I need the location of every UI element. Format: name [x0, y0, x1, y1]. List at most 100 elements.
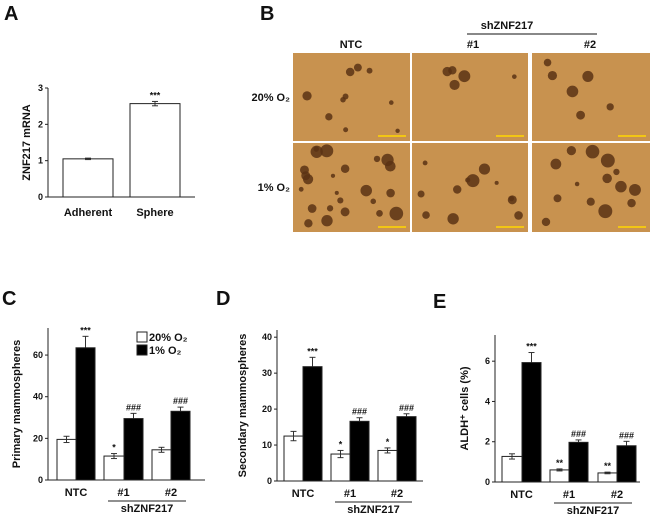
mammosphere: [330, 173, 336, 178]
y-tick-label: 3: [38, 83, 43, 93]
bar: [151, 449, 172, 481]
category-label: #2: [165, 487, 177, 499]
significance-marker: *: [339, 439, 343, 449]
mammosphere: [602, 173, 612, 184]
mammosphere: [388, 100, 394, 105]
mammosphere: [340, 96, 346, 103]
mammosphere: [417, 190, 425, 198]
chart-d: 0 10 20 30 40 Secondary mammospheres NTC *** #1 *…: [237, 330, 423, 516]
column-label-ntc: NTC: [340, 39, 363, 51]
mammosphere: [494, 180, 499, 185]
mammosphere: [600, 153, 615, 168]
micrograph-0-2: [532, 53, 650, 141]
mammosphere: [615, 180, 627, 193]
mammosphere: [458, 70, 471, 83]
y-tick-label: 2: [485, 437, 490, 447]
category-label: #2: [611, 489, 623, 501]
mammosphere: [389, 206, 404, 221]
significance-marker: *: [386, 437, 390, 447]
significance-marker: ***: [526, 342, 537, 352]
group-label: shZNF217: [347, 504, 400, 516]
panel-label-c: C: [2, 288, 16, 310]
y-tick-label: 2: [38, 119, 43, 129]
mammosphere: [585, 144, 600, 159]
mammosphere: [422, 211, 430, 219]
mammosphere: [381, 153, 394, 167]
mammosphere: [376, 210, 383, 217]
bar: [170, 410, 191, 481]
significance-marker: ###: [571, 429, 586, 439]
y-tick-label: 20: [262, 404, 272, 414]
mammosphere: [512, 74, 517, 79]
micrograph-background: [293, 53, 410, 141]
mammosphere: [576, 110, 585, 120]
bar: [302, 366, 323, 482]
mammosphere: [553, 194, 562, 203]
mammosphere: [353, 63, 362, 72]
mammosphere: [298, 186, 304, 192]
bar: [396, 416, 417, 482]
panel-label-b: B: [260, 3, 274, 25]
significance-marker: ***: [80, 325, 91, 335]
mammosphere: [345, 67, 355, 77]
category-label: Adherent: [64, 207, 113, 219]
y-tick-label: 1: [38, 156, 43, 166]
category-label: NTC: [510, 489, 533, 501]
mammosphere: [550, 158, 562, 170]
y-axis-label: ALDH⁺ cells (%): [459, 366, 471, 450]
mammosphere: [334, 190, 339, 195]
bar: [549, 469, 570, 483]
significance-marker: ***: [307, 346, 318, 356]
y-tick-label: 40: [262, 332, 272, 342]
category-label: #1: [563, 489, 575, 501]
mammosphere: [586, 197, 595, 206]
mammosphere: [307, 204, 317, 213]
micrograph-0-0: [293, 53, 410, 141]
panel-label-a: A: [4, 3, 18, 25]
bar: [62, 158, 114, 198]
micrograph-background: [412, 53, 528, 141]
bar: [377, 449, 398, 482]
mammosphere: [321, 215, 333, 227]
mammosphere: [613, 168, 620, 176]
y-axis-label: ZNF217 mRNA: [21, 104, 33, 180]
significance-marker: ###: [173, 396, 188, 406]
bar: [521, 362, 542, 483]
mammosphere: [448, 66, 457, 75]
panel-label-d: D: [216, 288, 230, 310]
category-label: NTC: [65, 487, 88, 499]
legend-entry: 1% O₂: [149, 345, 182, 357]
mammosphere: [370, 198, 377, 205]
mammosphere: [627, 198, 636, 208]
bar: [616, 445, 637, 483]
mammosphere: [326, 205, 334, 212]
bar: [103, 455, 125, 481]
category-label: #2: [391, 488, 403, 500]
mammosphere: [386, 188, 395, 198]
chart-c: 0 20 40 60 Primary mammospheres NTC *** #1 * ### #…: [11, 325, 205, 515]
mammosphere: [373, 155, 381, 163]
micrograph-background: [532, 53, 650, 141]
significance-marker: ###: [399, 403, 414, 413]
mammosphere: [541, 217, 551, 227]
column-label-2: #2: [584, 39, 596, 51]
category-label: #1: [117, 487, 129, 499]
mammosphere: [343, 127, 349, 133]
significance-marker: *: [112, 443, 116, 453]
micrograph-0-1: [412, 53, 528, 141]
legend-swatch: [136, 344, 148, 356]
y-tick-label: 0: [38, 192, 43, 202]
bar: [283, 435, 304, 482]
mammosphere: [304, 219, 313, 228]
mammosphere: [582, 70, 594, 83]
bar: [349, 420, 370, 482]
panel-label-e: E: [433, 291, 446, 313]
mammosphere: [366, 67, 373, 74]
mammosphere: [566, 145, 577, 156]
mammosphere: [453, 185, 462, 194]
legend-swatch: [136, 331, 148, 343]
chart-a: 0 1 2 3 ZNF217 mRNA Adherent Sphere ***: [21, 83, 195, 219]
y-tick-label: 40: [33, 392, 43, 402]
y-tick-label: 0: [485, 477, 490, 487]
